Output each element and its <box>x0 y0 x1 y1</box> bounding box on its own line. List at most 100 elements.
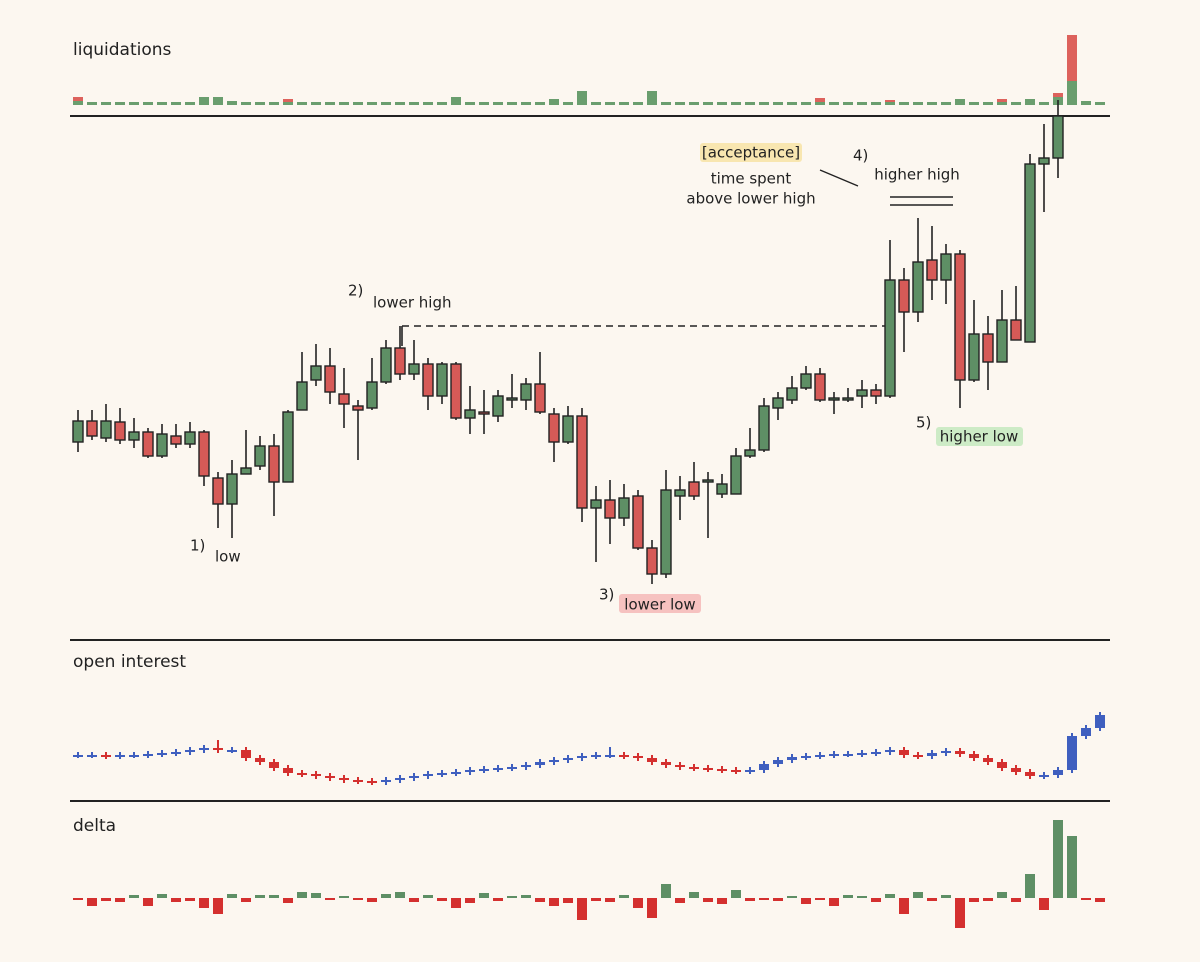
bar <box>269 895 279 898</box>
candle-body <box>969 754 979 758</box>
candle-body <box>380 347 392 383</box>
candle-body <box>926 259 938 281</box>
candle-body <box>339 778 349 780</box>
candle-body <box>241 750 251 758</box>
candle-body <box>226 473 238 505</box>
candle-body <box>647 758 657 762</box>
bar <box>87 898 97 906</box>
bar <box>73 101 83 105</box>
bar <box>927 102 937 105</box>
candle-body <box>843 754 853 756</box>
candle-body <box>534 383 546 413</box>
bar <box>983 102 993 105</box>
candle-body <box>100 420 112 439</box>
bar <box>535 102 545 105</box>
annotation: higher high <box>874 166 960 184</box>
bar <box>871 898 881 902</box>
candle-body <box>702 479 714 483</box>
candle-body <box>912 261 924 313</box>
candle-body <box>157 753 167 755</box>
bar <box>143 102 153 105</box>
candle-body <box>520 383 532 401</box>
candle-body <box>268 445 280 483</box>
candle-body <box>716 483 728 495</box>
bar <box>773 898 783 901</box>
candle-body <box>128 431 140 441</box>
bar <box>815 898 825 900</box>
candle-body <box>240 467 252 475</box>
bar <box>353 102 363 105</box>
bar <box>689 892 699 898</box>
bar <box>801 898 811 904</box>
candle-body <box>842 397 854 401</box>
bar <box>843 895 853 898</box>
candle-body <box>801 756 811 758</box>
bar <box>955 898 965 928</box>
bar <box>899 898 909 914</box>
candle-body <box>1024 163 1036 343</box>
bar <box>885 102 895 105</box>
candle-body <box>661 762 671 765</box>
bar <box>717 898 727 904</box>
bar <box>479 102 489 105</box>
bar <box>549 99 559 105</box>
candle-body <box>941 751 951 753</box>
candle-body <box>73 755 83 757</box>
bar <box>591 102 601 105</box>
candle-body <box>338 393 350 405</box>
bar <box>703 898 713 902</box>
bar <box>521 102 531 105</box>
candle-body <box>618 497 630 519</box>
candle-body <box>856 389 868 397</box>
bar <box>157 102 167 105</box>
candle-body <box>563 758 573 760</box>
candle-body <box>689 767 699 769</box>
candle-body <box>381 780 391 782</box>
candle-body <box>562 415 574 443</box>
annotation: low <box>215 548 241 566</box>
candle-body <box>940 253 952 281</box>
panel-title: delta <box>73 816 116 836</box>
bar <box>465 102 475 105</box>
candle-body <box>535 762 545 765</box>
bar <box>507 102 517 105</box>
candle-body <box>731 770 741 772</box>
bar <box>941 895 951 898</box>
candle-body <box>1067 736 1077 770</box>
bar <box>1095 102 1105 105</box>
candle-body <box>101 755 111 757</box>
candle-body <box>591 755 601 757</box>
candle-body <box>786 387 798 401</box>
candle-body <box>913 755 923 757</box>
annotation: 1) <box>190 537 205 555</box>
candle-body <box>394 347 406 375</box>
bar <box>605 898 615 902</box>
bar <box>997 102 1007 105</box>
candle-body <box>1039 775 1049 777</box>
bar <box>339 102 349 105</box>
bar <box>1053 820 1063 898</box>
bar <box>1067 35 1077 81</box>
bar <box>199 898 209 908</box>
candle-body <box>213 748 223 750</box>
panel-title: open interest <box>73 652 186 672</box>
bar <box>941 102 951 105</box>
bar <box>269 102 279 105</box>
bar <box>535 898 545 902</box>
candle-body <box>114 421 126 441</box>
candle-body <box>997 762 1007 768</box>
candle-body <box>1095 715 1105 728</box>
bar <box>927 898 937 901</box>
bar <box>451 898 461 908</box>
candle-body <box>829 754 839 756</box>
candle-body <box>465 770 475 772</box>
bar <box>381 894 391 898</box>
bar <box>199 97 209 105</box>
candle-body <box>450 363 462 419</box>
candle-body <box>857 753 867 755</box>
candle-body <box>492 395 504 417</box>
bar <box>1053 93 1063 97</box>
candle-body <box>954 253 966 381</box>
bar <box>605 102 615 105</box>
bar <box>633 898 643 908</box>
